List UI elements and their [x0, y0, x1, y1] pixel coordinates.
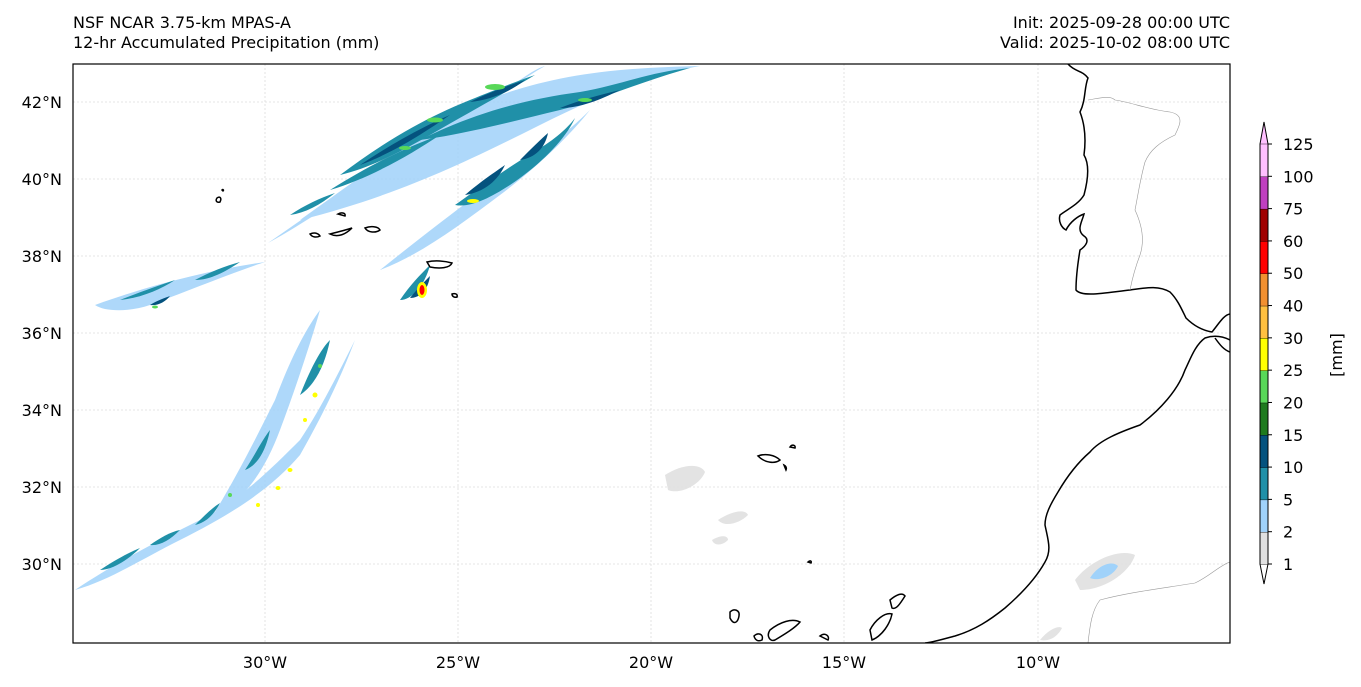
colorbar-tick-label: 75	[1283, 200, 1303, 219]
precip-moderate-cores	[100, 68, 690, 570]
colorbar-segment	[1259, 240, 1269, 274]
colorbar-tick-label: 60	[1283, 232, 1303, 251]
country-borders	[1087, 96, 1230, 643]
colorbar-tick-label: 10	[1283, 458, 1303, 477]
lon-label: 25°W	[436, 653, 480, 672]
colorbar-segment	[1259, 369, 1269, 404]
lat-label: 38°N	[22, 247, 62, 266]
lat-label: 34°N	[22, 401, 62, 420]
colorbar-segment	[1259, 208, 1269, 242]
lat-label: 32°N	[22, 478, 62, 497]
colorbar-segment	[1259, 499, 1269, 533]
lon-axis: 30°W 25°W 20°W 15°W 10°W	[243, 653, 1060, 672]
colorbar-segment	[1259, 176, 1269, 210]
precip-intense-spots	[152, 84, 592, 507]
colorbar-segment	[1259, 402, 1269, 436]
coastlines	[215, 64, 1230, 643]
colorbar-tick-label: 100	[1283, 167, 1314, 186]
colorbar-tick-label: 125	[1283, 135, 1314, 154]
init-time: Init: 2025-09-28 00:00 UTC	[1012, 13, 1230, 32]
map-title-left: NSF NCAR 3.75-km MPAS-A 12-hr Accumulate…	[73, 13, 379, 53]
lon-label: 20°W	[629, 653, 673, 672]
colorbar-tick-label: 2	[1283, 523, 1293, 542]
colorbar-segment	[1259, 143, 1269, 178]
colorbar-tick-label: 25	[1283, 361, 1303, 380]
field-name: 12-hr Accumulated Precipitation (mm)	[73, 33, 380, 52]
precip-light-spot	[1090, 563, 1118, 580]
lat-axis: 42°N 40°N 38°N 36°N 34°N 32°N 30°N	[22, 93, 62, 574]
lon-label: 30°W	[243, 653, 287, 672]
colorbar-tick-label: 5	[1283, 490, 1293, 509]
lat-label: 36°N	[22, 324, 62, 343]
colorbar-extend-min	[1260, 564, 1268, 584]
colorbar-tick-label: 30	[1283, 329, 1303, 348]
colorbar-segment	[1259, 273, 1269, 307]
colorbar-segment	[1259, 337, 1269, 371]
colorbar-segments	[1259, 122, 1269, 584]
lat-label: 30°N	[22, 555, 62, 574]
lon-label: 10°W	[1016, 653, 1060, 672]
lon-label: 15°W	[822, 653, 866, 672]
map-background	[73, 64, 1230, 643]
colorbar-segment	[1259, 466, 1269, 501]
colorbar-segment	[1259, 305, 1269, 339]
colorbar-segment	[1259, 531, 1269, 565]
model-name: NSF NCAR 3.75-km MPAS-A	[73, 13, 291, 32]
colorbar-tick-label: 1	[1283, 555, 1293, 574]
map-title-right: Init: 2025-09-28 00:00 UTC Valid: 2025-1…	[1000, 13, 1230, 53]
colorbar-segment	[1259, 434, 1269, 468]
colorbar-extend-max	[1260, 122, 1268, 144]
precipitation-field	[75, 66, 1135, 641]
colorbar-unit-label: [mm]	[1327, 333, 1346, 377]
map-frame	[72, 63, 1231, 644]
lat-label: 42°N	[22, 93, 62, 112]
colorbar-tick-label: 20	[1283, 393, 1303, 412]
valid-time: Valid: 2025-10-02 08:00 UTC	[999, 33, 1230, 52]
colorbar-tick-label: 50	[1283, 264, 1303, 283]
lat-label: 40°N	[22, 170, 62, 189]
colorbar-tick-label: 15	[1283, 426, 1303, 445]
colorbar-tick-label: 40	[1283, 297, 1303, 316]
